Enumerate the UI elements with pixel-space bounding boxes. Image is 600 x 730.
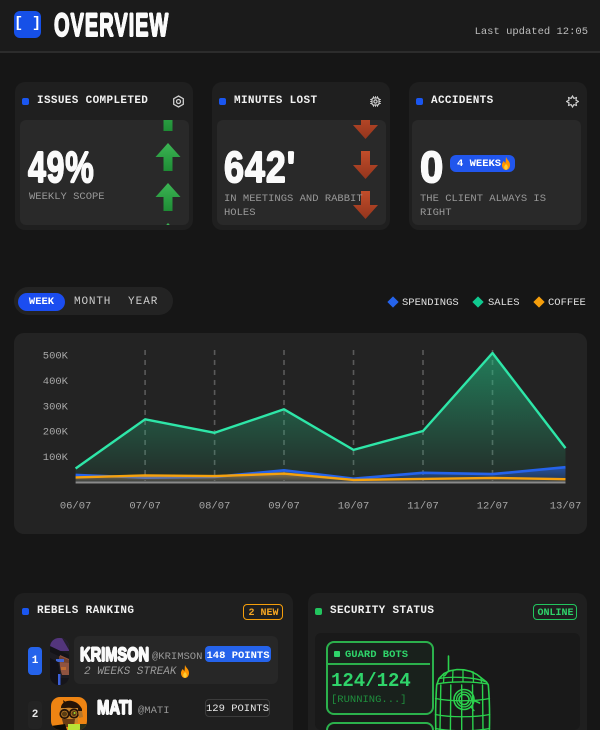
svg-text:07/07: 07/07 [129, 501, 161, 513]
svg-text:10/07: 10/07 [338, 501, 370, 513]
svg-text:12/07: 12/07 [477, 501, 509, 513]
svg-text:08/07: 08/07 [199, 501, 231, 513]
svg-text:500K: 500K [43, 351, 69, 363]
svg-text:400K: 400K [43, 376, 69, 388]
svg-text:06/07: 06/07 [60, 501, 92, 513]
svg-text:300K: 300K [43, 401, 69, 413]
svg-text:13/07: 13/07 [550, 501, 582, 513]
svg-text:11/07: 11/07 [407, 501, 439, 513]
svg-text:09/07: 09/07 [268, 501, 300, 513]
svg-text:200K: 200K [43, 427, 69, 439]
svg-text:100K: 100K [43, 452, 69, 464]
